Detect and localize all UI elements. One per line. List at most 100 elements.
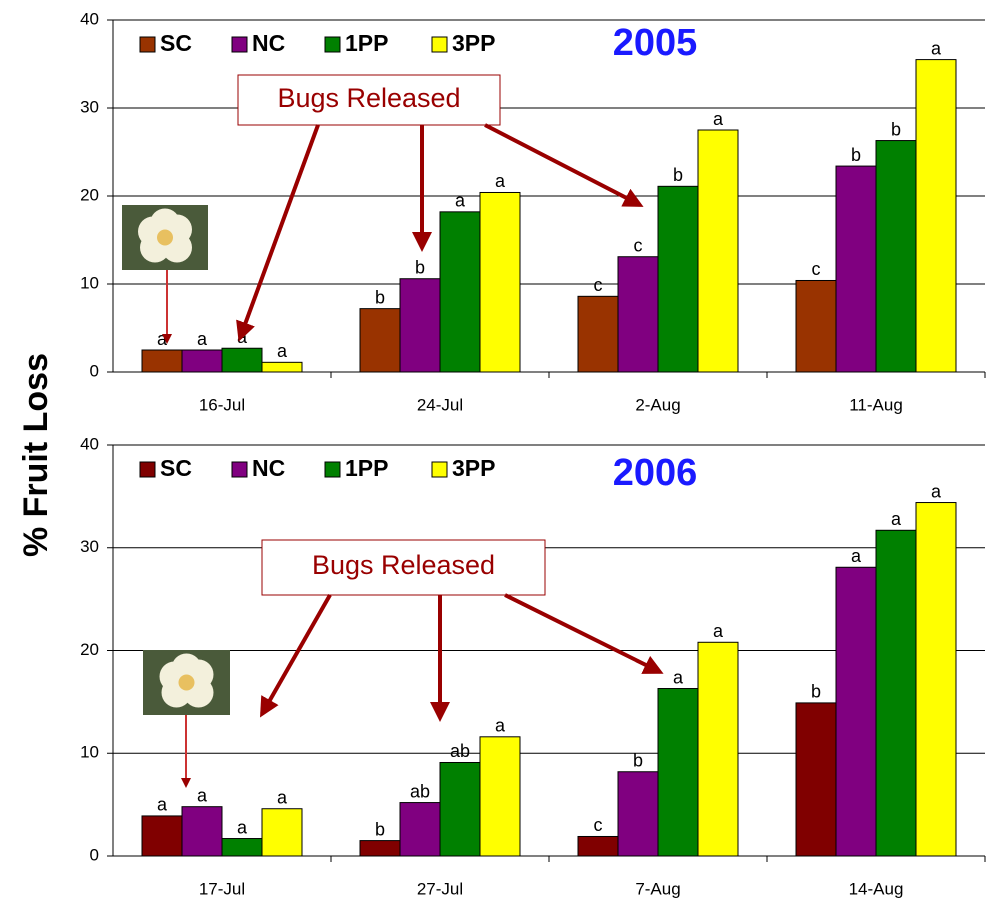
bar xyxy=(795,702,837,857)
legend-label: 3PP xyxy=(452,30,495,56)
bar xyxy=(697,129,739,373)
significance-letter: c xyxy=(812,259,821,279)
bar xyxy=(915,502,957,857)
significance-letter: a xyxy=(495,716,506,736)
bar xyxy=(697,641,739,857)
legend-swatch xyxy=(139,461,156,478)
bar xyxy=(835,165,877,373)
y-tick-label: 10 xyxy=(80,743,99,762)
arrow xyxy=(484,123,644,207)
bar xyxy=(261,361,303,373)
significance-letter: ab xyxy=(410,781,430,801)
significance-letter: b xyxy=(633,750,643,770)
bar xyxy=(221,347,263,373)
legend-swatch xyxy=(231,461,248,478)
bar xyxy=(141,349,183,373)
significance-letter: a xyxy=(851,546,862,566)
significance-letter: a xyxy=(157,795,168,815)
bar xyxy=(479,736,521,857)
significance-letter: b xyxy=(811,682,821,702)
legend-swatch xyxy=(431,461,448,478)
legend-swatch xyxy=(431,36,448,53)
bar xyxy=(617,771,659,857)
bar xyxy=(875,140,917,373)
bar xyxy=(221,838,263,857)
significance-letter: a xyxy=(673,667,684,687)
x-tick-label: 17-Jul xyxy=(199,879,245,898)
y-axis-label: % Fruit Loss xyxy=(17,353,55,557)
x-tick-label: 24-Jul xyxy=(417,395,463,414)
significance-letter: ab xyxy=(450,741,470,761)
significance-letter: b xyxy=(851,145,861,165)
significance-letter: a xyxy=(197,785,208,805)
significance-letter: a xyxy=(455,191,466,211)
significance-letter: b xyxy=(415,257,425,277)
legend-label: 3PP xyxy=(452,455,495,481)
bar xyxy=(795,279,837,373)
significance-letter: a xyxy=(891,509,902,529)
legend-label: NC xyxy=(252,30,285,56)
annotation: Bugs Released xyxy=(312,550,495,580)
x-tick-label: 2-Aug xyxy=(635,395,680,414)
arrow xyxy=(236,124,320,342)
bar xyxy=(399,802,441,857)
arrow xyxy=(260,594,332,718)
y-tick-label: 30 xyxy=(80,537,99,556)
significance-letter: c xyxy=(634,235,643,255)
chart-title: 2006 xyxy=(613,452,698,494)
legend-label: 1PP xyxy=(345,455,388,481)
chart-title: 2005 xyxy=(613,22,698,64)
bar xyxy=(181,349,223,373)
legend-swatch xyxy=(231,36,248,53)
bar xyxy=(399,278,441,373)
x-tick-label: 14-Aug xyxy=(849,879,904,898)
bar xyxy=(617,256,659,373)
x-tick-label: 7-Aug xyxy=(635,879,680,898)
legend-label: SC xyxy=(160,30,192,56)
arrow xyxy=(504,593,664,674)
bar xyxy=(657,688,699,857)
significance-letter: a xyxy=(277,341,288,361)
significance-letter: c xyxy=(594,815,603,835)
bar xyxy=(261,808,303,857)
significance-letter: b xyxy=(375,287,385,307)
y-tick-label: 20 xyxy=(80,640,99,659)
y-tick-label: 0 xyxy=(90,361,99,380)
significance-letter: a xyxy=(713,621,724,641)
significance-letter: a xyxy=(931,481,942,501)
bar xyxy=(439,761,481,857)
bar xyxy=(875,529,917,857)
x-tick-label: 27-Jul xyxy=(417,879,463,898)
bar xyxy=(359,840,401,857)
significance-letter: a xyxy=(713,109,724,129)
flower-center xyxy=(157,229,173,246)
bar xyxy=(181,806,223,857)
y-tick-label: 20 xyxy=(80,185,99,204)
bar xyxy=(657,185,699,373)
legend-swatch xyxy=(324,461,341,478)
bar xyxy=(141,815,183,857)
bar xyxy=(835,566,877,857)
y-tick-label: 10 xyxy=(80,273,99,292)
x-tick-label: 16-Jul xyxy=(199,395,245,414)
bar xyxy=(479,191,521,373)
legend-label: NC xyxy=(252,455,285,481)
y-tick-label: 0 xyxy=(90,845,99,864)
petal xyxy=(171,653,202,684)
bar xyxy=(359,308,401,373)
significance-letter: a xyxy=(931,38,942,58)
y-tick-label: 40 xyxy=(80,9,99,28)
significance-letter: b xyxy=(891,119,901,139)
y-tick-label: 40 xyxy=(80,434,99,453)
legend-label: 1PP xyxy=(345,30,388,56)
bar xyxy=(577,835,619,857)
flower-center xyxy=(178,674,195,691)
significance-letter: a xyxy=(197,329,208,349)
significance-letter: b xyxy=(375,819,385,839)
significance-letter: a xyxy=(237,817,248,837)
bar xyxy=(577,295,619,373)
significance-letter: a xyxy=(277,787,288,807)
legend-label: SC xyxy=(160,455,192,481)
significance-letter: b xyxy=(673,165,683,185)
